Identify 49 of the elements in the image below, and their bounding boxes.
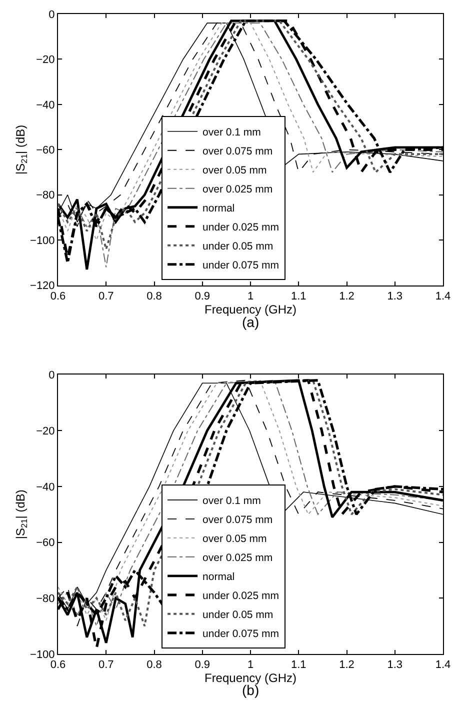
- y-tick-label: −120: [30, 280, 55, 292]
- legend-label: over 0.025 mm: [202, 552, 273, 564]
- legend-label: over 0.1 mm: [202, 126, 262, 138]
- x-tick-label: 0.6: [50, 290, 66, 303]
- legend-label: normal: [202, 571, 235, 584]
- y-tick-label: −40: [36, 99, 55, 112]
- x-tick-label: 0.8: [146, 659, 162, 672]
- x-tick-label: 0.7: [98, 290, 114, 303]
- x-axis-title: Frequency (GHz): [204, 302, 297, 317]
- x-tick-label: 1.2: [339, 290, 354, 303]
- y-tick-label: −80: [36, 592, 55, 605]
- y-tick-label: −100: [30, 234, 55, 247]
- y-tick-label: −40: [36, 481, 55, 494]
- y-tick-label: 0: [48, 370, 55, 382]
- legend-label: over 0.075 mm: [202, 514, 273, 526]
- x-tick-label: 0.6: [50, 659, 66, 672]
- x-axis-title: Frequency (GHz): [204, 671, 297, 686]
- legend-label: under 0.075 mm: [202, 259, 280, 272]
- legend-label: over 0.05 mm: [202, 533, 267, 546]
- x-tick-label: 0.7: [98, 659, 114, 672]
- x-tick-label: 1.1: [290, 659, 306, 672]
- y-tick-label: −60: [36, 537, 55, 550]
- legend-label: under 0.05 mm: [202, 609, 274, 622]
- legend-label: under 0.025 mm: [202, 221, 280, 234]
- y-tick-label: −100: [30, 648, 55, 661]
- legend-label: normal: [202, 202, 235, 214]
- legend-label: over 0.075 mm: [202, 145, 273, 158]
- y-tick-label: −20: [36, 425, 55, 438]
- x-tick-label: 0.9: [194, 290, 210, 303]
- y-tick-label: −80: [36, 190, 55, 202]
- legend-label: under 0.05 mm: [202, 240, 274, 252]
- x-tick-label: 1.4: [435, 290, 451, 303]
- y-tick-label: −20: [36, 54, 55, 66]
- y-tick-label: −60: [36, 144, 55, 156]
- legend-label: over 0.025 mm: [202, 183, 273, 196]
- x-tick-label: 0.8: [146, 290, 162, 303]
- x-tick-label: 1: [247, 290, 254, 303]
- y-tick-label: 0: [48, 8, 55, 21]
- legend-label: under 0.075 mm: [202, 628, 280, 640]
- legend-label: under 0.025 mm: [202, 590, 280, 602]
- x-tick-label: 1.3: [387, 290, 403, 303]
- x-tick-label: 1.1: [290, 290, 306, 303]
- x-tick-label: 1.3: [387, 659, 403, 672]
- legend-label: over 0.05 mm: [202, 164, 267, 176]
- legend-label: over 0.1 mm: [202, 495, 262, 508]
- x-tick-label: 1.2: [339, 659, 354, 672]
- x-tick-label: 1.4: [435, 659, 451, 672]
- x-tick-label: 0.9: [194, 659, 210, 672]
- x-tick-label: 1: [247, 659, 254, 672]
